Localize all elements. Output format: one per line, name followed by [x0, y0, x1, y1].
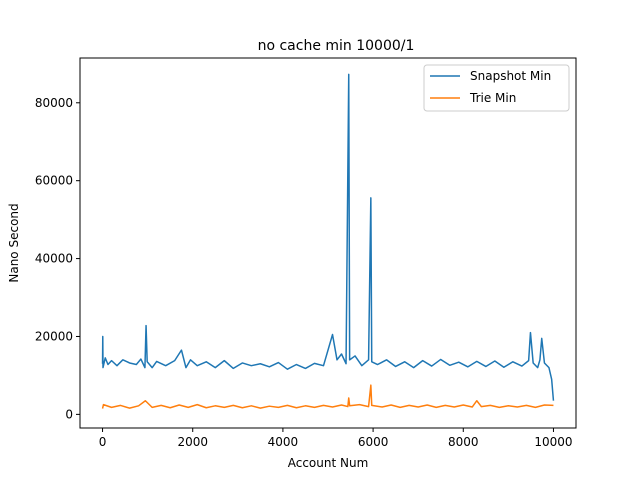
x-tick-label: 2000: [177, 435, 208, 449]
x-axis: 0 2000 4000 6000 8000 10000: [99, 428, 573, 449]
y-tick-label: 20000: [35, 329, 73, 343]
legend: Snapshot Min Trie Min: [423, 64, 570, 112]
y-axis-label: Nano Second: [7, 203, 21, 282]
y-tick-label: 80000: [35, 96, 73, 110]
x-tick-label: 10000: [534, 435, 572, 449]
legend-label-snapshot-min: Snapshot Min: [470, 69, 551, 83]
plot-area: [101, 73, 555, 409]
y-axis: 0 20000 40000 60000 80000: [35, 96, 80, 421]
series-line-snapshot-min: [101, 73, 555, 401]
y-tick-label: 60000: [35, 174, 73, 188]
y-tick-label: 0: [65, 407, 73, 421]
x-tick-label: 0: [99, 435, 107, 449]
y-tick-label: 40000: [35, 252, 73, 266]
legend-box: [423, 64, 570, 112]
legend-label-trie-min: Trie Min: [469, 91, 516, 105]
plot-frame: [79, 57, 577, 429]
x-axis-label: Account Num: [288, 456, 369, 470]
x-tick-label: 6000: [358, 435, 389, 449]
chart-title: no cache min 10000/1: [258, 38, 415, 54]
x-tick-label: 8000: [448, 435, 479, 449]
series-line-trie-min: [101, 384, 554, 409]
x-tick-label: 4000: [268, 435, 299, 449]
